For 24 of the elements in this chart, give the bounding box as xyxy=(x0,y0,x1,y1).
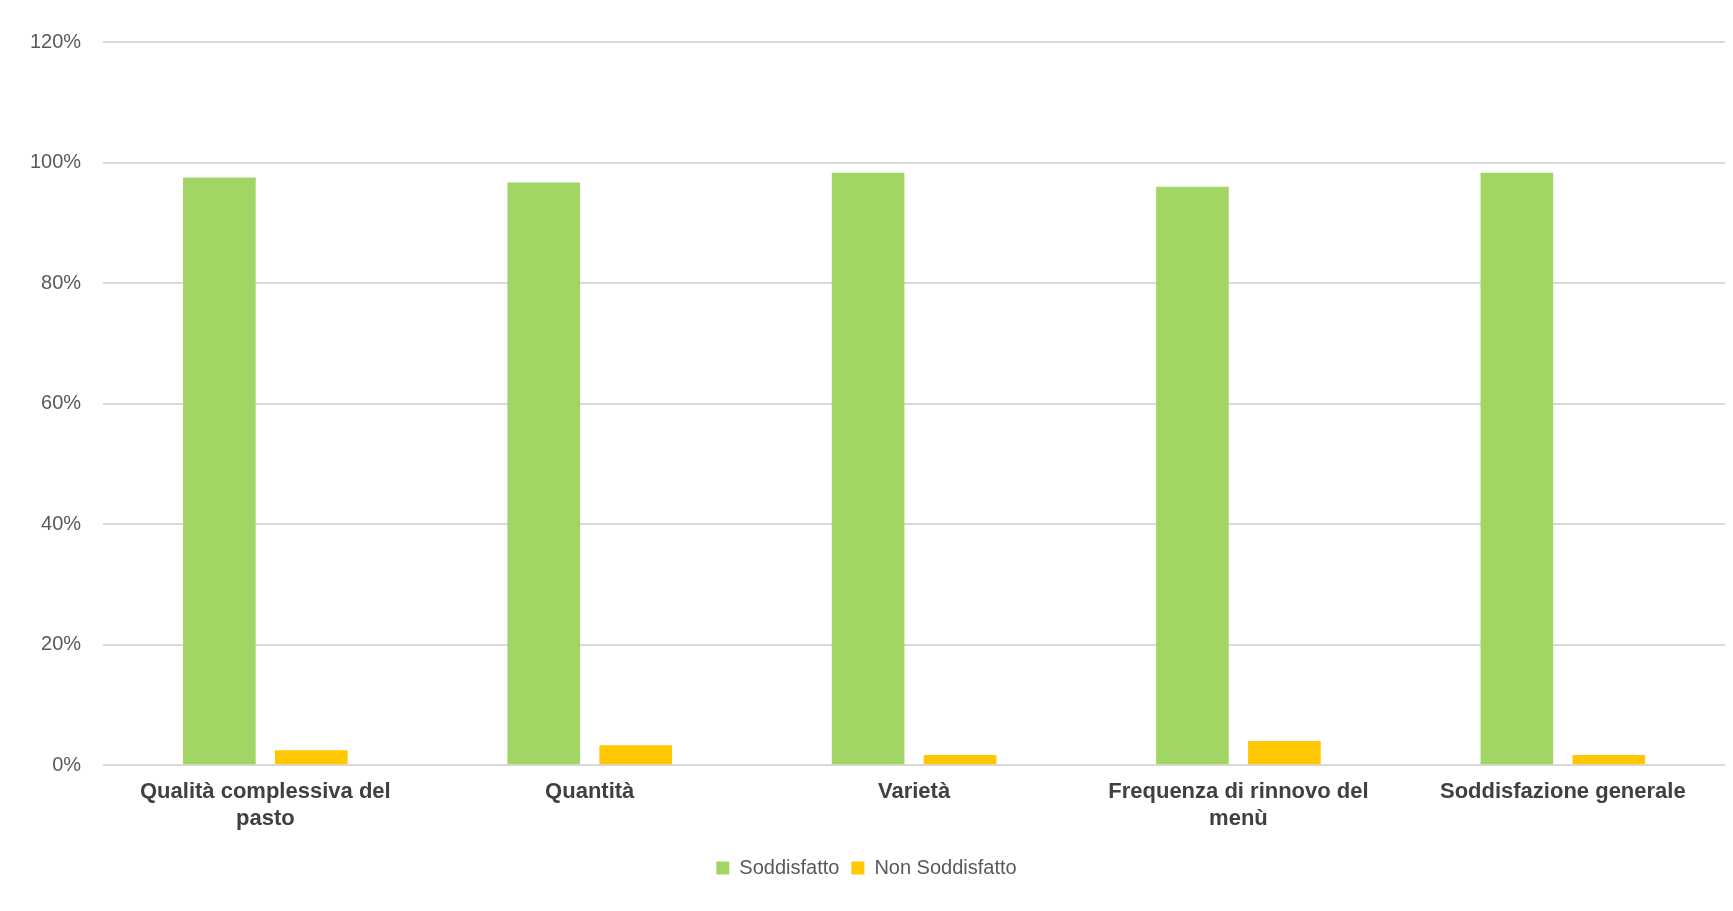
bar xyxy=(1572,754,1646,765)
y-tick-label: 40% xyxy=(41,511,82,534)
y-tick-label: 60% xyxy=(41,391,82,414)
bar xyxy=(923,754,997,765)
bar xyxy=(274,750,348,765)
bar xyxy=(831,172,905,765)
bar xyxy=(507,182,581,765)
x-tick-label: Frequenza di rinnovo del menù xyxy=(1108,778,1369,830)
bar xyxy=(1248,741,1321,765)
x-tick-label: Qualità complessiva del pasto xyxy=(140,778,391,830)
bar xyxy=(599,745,673,765)
legend-label: Soddisfatto xyxy=(739,855,840,878)
y-tick-label: 120% xyxy=(30,29,82,52)
bar xyxy=(183,177,256,765)
bar xyxy=(1156,186,1229,765)
x-tick-label: Varietà xyxy=(877,778,951,804)
legend-label: Non Soddisfatto xyxy=(874,855,1017,878)
y-tick-label: 100% xyxy=(30,150,82,173)
x-tick-label: Quantità xyxy=(545,778,636,804)
y-tick-label: 80% xyxy=(41,270,82,293)
x-tick-label: Soddisfazione generale xyxy=(1439,778,1686,804)
y-tick-label: 20% xyxy=(41,632,82,655)
bar xyxy=(1480,172,1554,765)
y-tick-label: 0% xyxy=(52,752,82,775)
